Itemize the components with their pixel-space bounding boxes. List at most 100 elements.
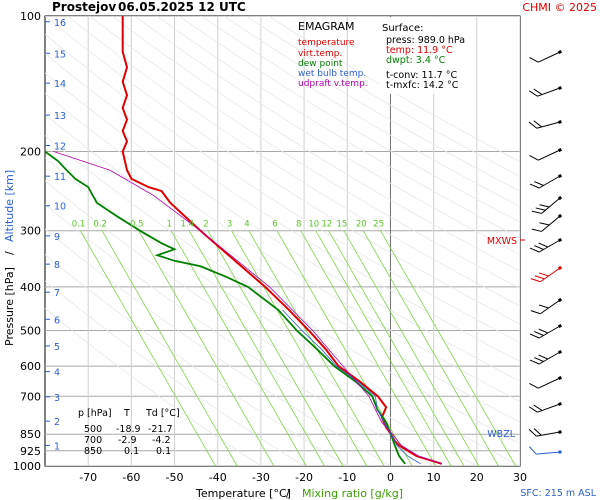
dry-adiabat-line bbox=[67, 16, 520, 307]
wind-barb bbox=[528, 120, 562, 129]
dry-adiabat-line bbox=[156, 16, 520, 239]
sounding-series bbox=[45, 16, 443, 465]
wind-barb bbox=[529, 173, 563, 189]
wind-barb bbox=[529, 349, 563, 365]
mixing-ratio-label: 2 bbox=[203, 219, 208, 229]
wind-barb-flag bbox=[539, 222, 550, 226]
surface-dwpt: dwpt: 3.4 °C bbox=[386, 55, 446, 66]
wind-barb-station bbox=[558, 120, 562, 124]
mixing-ratio-lines bbox=[80, 230, 517, 466]
wind-barb bbox=[530, 265, 563, 283]
altitude-tick-label: 3 bbox=[54, 393, 60, 404]
wind-barb-station bbox=[558, 376, 562, 380]
dry-adiabat-line bbox=[45, 180, 477, 466]
grid-lines bbox=[45, 16, 520, 466]
mixing-ratio-line bbox=[315, 230, 452, 466]
wind-barb-station bbox=[557, 297, 563, 303]
wbzl-marker: WBZL bbox=[487, 429, 515, 440]
mixing-ratio-label: 12 bbox=[321, 219, 332, 229]
temperature-tick-label: 30 bbox=[513, 471, 527, 484]
wind-barb-shaft bbox=[538, 51, 561, 63]
wind-barb-flag bbox=[531, 228, 542, 232]
wind-barb bbox=[528, 402, 562, 413]
y-axis-separator: / bbox=[3, 251, 16, 255]
temperature-tick-label: 10 bbox=[427, 471, 441, 484]
y-axis-title: Pressure [hPa] bbox=[3, 267, 16, 346]
updraft-line bbox=[53, 151, 442, 465]
table-header-p: p [hPa] bbox=[78, 408, 112, 419]
mixing-ratio-line bbox=[170, 230, 307, 466]
wind-barb-flag bbox=[538, 272, 549, 277]
wind-barb-flag bbox=[529, 183, 540, 189]
wind-barb bbox=[529, 50, 562, 63]
pressure-tick-label: 925 bbox=[20, 445, 41, 458]
pressure-tick-label: 1000 bbox=[13, 460, 41, 473]
table-cell: 0.1 bbox=[124, 446, 139, 457]
legend-title: EMAGRAM bbox=[298, 20, 355, 33]
mixing-ratio-label: 3 bbox=[227, 219, 232, 229]
wind-barb-shaft bbox=[538, 377, 561, 389]
dry-adiabat-line bbox=[89, 16, 520, 289]
dry-adiabat-line bbox=[111, 16, 520, 272]
mixing-ratio-label: 8 bbox=[296, 219, 301, 229]
dry-adiabat-line bbox=[45, 228, 391, 466]
altitude-tick-label: 9 bbox=[54, 232, 60, 243]
wind-barb-flag bbox=[529, 359, 540, 365]
temperature-tick-label: -70 bbox=[79, 471, 97, 484]
mixing-ratio-label: 6 bbox=[272, 219, 277, 229]
altitude-tick-label: 1 bbox=[54, 441, 60, 452]
surface-tconv: t-conv: 11.7 °C bbox=[386, 70, 457, 81]
dry-adiabat-line bbox=[45, 53, 520, 363]
table-cell: 700 bbox=[84, 435, 102, 446]
mixing-ratio-label: 0.2 bbox=[93, 219, 107, 229]
wind-barb-flag bbox=[529, 154, 539, 161]
x-axis-title-2: Mixing ratio [g/kg] bbox=[302, 487, 403, 500]
temperature-tick-label: 20 bbox=[470, 471, 484, 484]
dry-adiabat-line bbox=[134, 16, 520, 255]
wind-barb-station bbox=[557, 323, 563, 329]
wind-barb-flag bbox=[533, 404, 543, 411]
mixing-ratio-label: 15 bbox=[336, 219, 347, 229]
wind-barb bbox=[529, 446, 562, 455]
pressure-tick-label: 400 bbox=[20, 281, 41, 294]
dry-adiabats bbox=[45, 16, 520, 466]
wind-barb-flag bbox=[529, 382, 539, 389]
wind-barb-flag bbox=[534, 181, 544, 186]
wind-barb bbox=[528, 428, 562, 437]
mixing-ratio-line bbox=[300, 230, 437, 466]
wind-barb-shaft bbox=[540, 299, 561, 315]
table-header-td: Td [°C] bbox=[145, 408, 180, 419]
mixing-ratio-label: 4 bbox=[244, 219, 249, 229]
legend-wet-bulb: wet bulb temp. bbox=[298, 69, 366, 79]
mixing-ratio-label: 1.4 bbox=[181, 219, 195, 229]
wind-barb-shaft bbox=[538, 149, 561, 161]
sounding-datetime: 06.05.2025 12 UTC bbox=[118, 0, 246, 14]
wind-barb-flag bbox=[538, 354, 549, 360]
altitude-tick-label: 5 bbox=[54, 342, 60, 353]
wind-barb-station bbox=[557, 173, 563, 179]
legend-dew-point: dew point bbox=[298, 59, 343, 69]
wind-barb-shaft bbox=[538, 325, 561, 339]
temperature-tick-labels: -70 -60 -50 -40 -30 -20 -10 0 10 20 30 bbox=[79, 471, 527, 484]
dry-adiabat-line bbox=[45, 92, 520, 402]
wind-barb bbox=[529, 237, 563, 253]
wbzl-label: WBZL bbox=[487, 429, 515, 440]
mixing-ratio-labels: 0.1 0.2 0.5 1 1.4 2 3 4 6 8 10 12 15 20 25 bbox=[72, 219, 384, 229]
surface-altitude: SFC: 215 m ASL bbox=[520, 488, 596, 499]
altitude-tick-label: 8 bbox=[54, 260, 60, 271]
x-axis-title: Temperature [°C] bbox=[195, 487, 291, 500]
wind-barb-station bbox=[557, 349, 563, 355]
pressure-tick-label: 500 bbox=[20, 325, 41, 338]
legend-updraft: udpraft v.temp. bbox=[298, 79, 368, 89]
wind-barb-station bbox=[558, 86, 562, 90]
altitude-tick-label: 14 bbox=[54, 79, 66, 90]
wind-barb-flag bbox=[534, 275, 545, 280]
mixing-ratio-line bbox=[380, 230, 517, 466]
dry-adiabat-line bbox=[45, 308, 262, 466]
dry-adiabat-line bbox=[201, 16, 520, 207]
wind-barb-flag bbox=[531, 210, 542, 214]
wind-barb-flag bbox=[533, 88, 543, 95]
pressure-tick-labels: 100 200 300 400 500 600 700 850 925 1000 bbox=[13, 10, 41, 473]
wind-barb-shaft bbox=[536, 121, 561, 129]
surface-press: press: 989.0 hPa bbox=[386, 35, 465, 46]
